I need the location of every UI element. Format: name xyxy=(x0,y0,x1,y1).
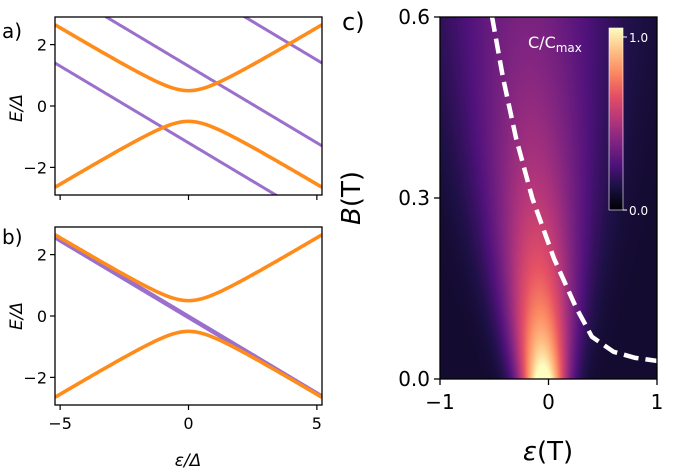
colorbar-max-label: 1.0 xyxy=(629,31,648,45)
panel-b-xtick-label-0: −5 xyxy=(48,414,72,433)
colorbar: C/Cmax 1.0 0.0 xyxy=(528,27,648,218)
panel-c: c) B(T) −1 0 1 0.0 0.3 0.6 ε(T) C/Cmax 1.0 0.… xyxy=(337,5,663,467)
panel-a-series-line-1 xyxy=(55,119,322,189)
panel-b-series xyxy=(55,233,322,399)
panel-c-xtick-label-1: 0 xyxy=(542,390,555,414)
colorbar-gradient xyxy=(608,27,624,211)
panel-c-ytick-label-2: 0.6 xyxy=(398,5,430,29)
panel-b-series-line-0 xyxy=(55,233,322,303)
panel-c-ticks: −1 0 1 0.0 0.3 0.6 xyxy=(398,5,663,414)
colorbar-min-label: 0.0 xyxy=(629,204,648,218)
panel-c-ytick-label-0: 0.0 xyxy=(398,367,430,391)
panel-b-xlabel: ε/Δ xyxy=(175,451,202,471)
panel-a-ytick-label-0: −2 xyxy=(23,158,47,177)
panel-c-xlabel: ε(T) xyxy=(523,437,573,467)
panel-b-ylabel: E/Δ xyxy=(7,302,27,330)
panel-a-series-line-3 xyxy=(103,17,322,148)
panel-b-series-line-1 xyxy=(55,329,322,399)
dashed-boundary-curve xyxy=(489,17,657,364)
panel-b-ticks: −5 0 5 −2 0 2 xyxy=(23,246,322,433)
panel-a-series-line-0 xyxy=(55,23,322,93)
panel-c-label: c) xyxy=(342,8,365,36)
panel-a-label: a) xyxy=(2,19,22,43)
panel-b-label: b) xyxy=(2,225,23,249)
colorbar-title: C/Cmax xyxy=(528,33,582,55)
panel-a-series xyxy=(55,17,322,195)
panel-c-ylabel: B(T) xyxy=(337,171,367,225)
panel-a-frame xyxy=(54,16,323,196)
panel-b-ytick-label-1: 0 xyxy=(37,307,47,326)
panel-a-series-line-2 xyxy=(242,17,322,65)
panel-b-series-line-2 xyxy=(55,234,322,398)
panel-a-ytick-label-2: 2 xyxy=(37,36,47,55)
panel-a-ytick-label-1: 0 xyxy=(37,97,47,116)
panel-b-ytick-label-0: −2 xyxy=(23,368,47,387)
panel-c-xtick-label-2: 1 xyxy=(651,390,664,414)
panel-a-series-line-4 xyxy=(55,61,279,195)
panel-a: a) E/Δ −2 0 2 xyxy=(2,16,323,200)
heatmap-image xyxy=(440,17,657,379)
panel-a-ylabel: E/Δ xyxy=(7,94,27,122)
panel-b-xtick-label-1: 0 xyxy=(183,414,193,433)
panel-c-xtick-label-0: −1 xyxy=(425,390,454,414)
panel-b-ytick-label-2: 2 xyxy=(37,246,47,265)
panel-c-ytick-label-1: 0.3 xyxy=(398,186,430,210)
panel-b-xtick-label-2: 5 xyxy=(312,414,322,433)
panel-a-ticks: −2 0 2 xyxy=(23,36,318,200)
panel-b: b) E/Δ −5 0 5 −2 0 2 ε/Δ xyxy=(2,225,323,471)
